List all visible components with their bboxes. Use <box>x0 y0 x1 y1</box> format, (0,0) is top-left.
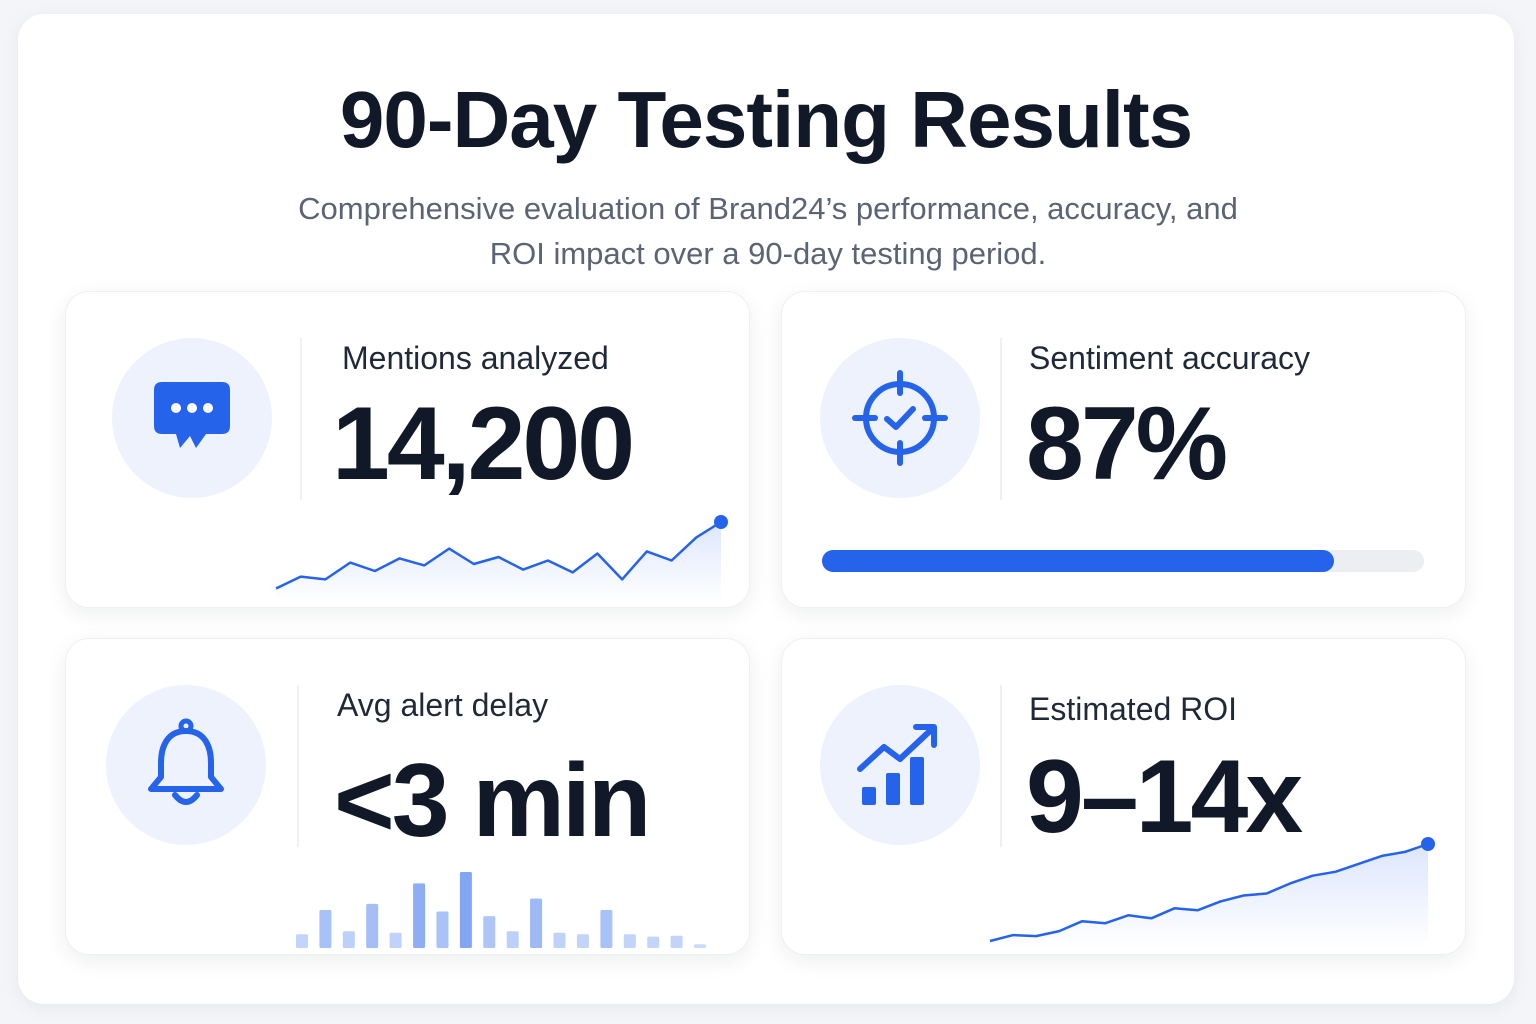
alert-bar <box>600 910 613 948</box>
alert-bar <box>553 932 566 948</box>
mentions-sparkline-end-point <box>714 515 728 529</box>
alert-bar <box>366 903 379 948</box>
mentions-sparkline-area <box>276 522 721 602</box>
alert-bar <box>459 872 472 948</box>
page-subtitle: Comprehensive evaluation of Brand24’s pe… <box>298 191 1238 271</box>
alert-bar <box>436 911 449 948</box>
alert-bar <box>647 936 660 948</box>
alert-bar <box>670 935 683 948</box>
mentions-sparkline-line <box>275 520 722 590</box>
roi-sparkline-area <box>990 844 1428 949</box>
card-divider <box>300 338 302 500</box>
chat-bubble-icon <box>112 338 272 498</box>
sentiment-progress-fill <box>822 550 1334 572</box>
card-divider <box>1000 338 1002 500</box>
roi-trend-sparkline <box>989 837 1435 949</box>
alert-bar <box>389 932 402 948</box>
sentiment-progress-track <box>822 550 1424 572</box>
alert-bar <box>694 944 706 948</box>
alert-bar <box>483 916 496 948</box>
bell-icon <box>106 685 266 845</box>
mentions-label: Mentions analyzed <box>342 340 609 376</box>
alert-bar <box>319 910 332 948</box>
card-divider <box>1000 685 1002 847</box>
alert-value: <3 min <box>334 743 651 859</box>
card-divider <box>297 685 299 847</box>
roi-value: 9–14x <box>1026 739 1303 855</box>
roi-sparkline-line <box>989 842 1429 943</box>
alert-bar <box>342 931 355 948</box>
alert-card: Avg alert delay <3 min <box>65 638 750 955</box>
alert-bar <box>413 883 426 948</box>
sentiment-label: Sentiment accuracy <box>1029 340 1311 376</box>
alert-bar <box>296 934 308 948</box>
mentions-value: 14,200 <box>332 386 635 502</box>
alert-bar <box>576 934 589 948</box>
alert-label: Avg alert delay <box>337 687 549 723</box>
results-panel: 90-Day Testing Results Comprehensive eva… <box>18 14 1514 1004</box>
sentiment-value: 87% <box>1026 386 1228 502</box>
page-title: 90-Day Testing Results <box>339 75 1193 164</box>
mentions-card: Mentions analyzed 14,200 <box>65 291 750 608</box>
target-check-icon <box>820 338 980 498</box>
alert-bar <box>623 934 636 948</box>
sentiment-card: Sentiment accuracy 87% <box>781 291 1466 608</box>
alert-bar <box>506 931 519 948</box>
mentions-trend-sparkline <box>275 515 728 602</box>
alert-bar <box>530 898 543 948</box>
growth-chart-icon <box>820 685 980 845</box>
roi-label: Estimated ROI <box>1029 691 1238 727</box>
roi-card: Estimated ROI 9–14x <box>781 638 1466 955</box>
roi-sparkline-end-point <box>1421 837 1435 851</box>
alert-delay-bars <box>296 872 706 948</box>
